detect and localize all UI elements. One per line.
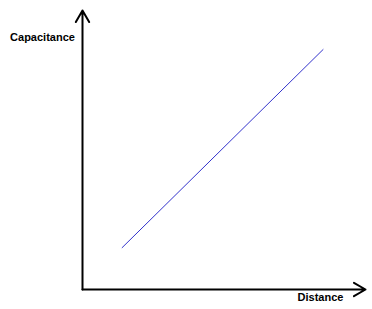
svg-text:Distance: Distance: [298, 291, 344, 303]
svg-text:Capacitance: Capacitance: [10, 31, 75, 43]
